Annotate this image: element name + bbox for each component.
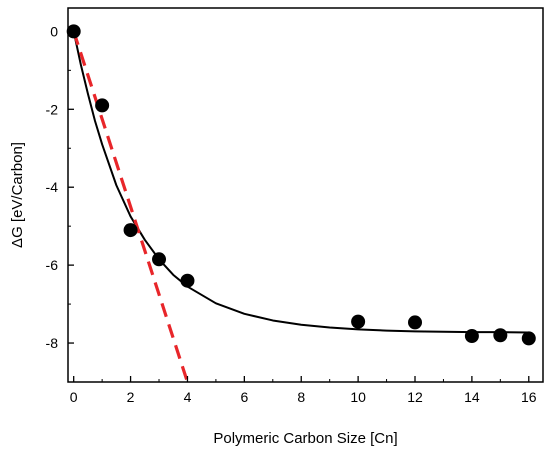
plot-frame xyxy=(67,7,544,383)
x-tick-label: 6 xyxy=(240,389,248,405)
y-tick-label: -4 xyxy=(46,179,59,195)
data-point xyxy=(95,98,110,113)
data-point xyxy=(152,252,167,267)
y-axis-title: ΔG [eV/Carbon] xyxy=(9,142,26,248)
y-tick-label: -6 xyxy=(46,257,59,273)
x-tick-label: 8 xyxy=(297,389,305,405)
x-tick-label: 10 xyxy=(350,389,366,405)
x-tick-label: 2 xyxy=(127,389,135,405)
y-tick-label: 0 xyxy=(50,23,58,39)
x-tick-label: 12 xyxy=(407,389,423,405)
y-tick-label: -8 xyxy=(46,335,59,351)
x-tick-label: 14 xyxy=(464,389,480,405)
data-point xyxy=(180,273,195,288)
x-axis-title: Polymeric Carbon Size [Cn] xyxy=(213,430,397,447)
data-point xyxy=(408,315,423,330)
plot-points xyxy=(66,24,536,346)
fit-curve xyxy=(72,31,529,334)
x-tick-label: 0 xyxy=(70,389,78,405)
data-point xyxy=(351,314,366,329)
x-tick-label: 4 xyxy=(184,389,192,405)
y-tick-label: -2 xyxy=(46,101,59,117)
x-axis-ticks: 0 2 4 6 8 10 12 14 16 xyxy=(70,376,537,405)
tangent-line xyxy=(72,30,189,382)
data-point xyxy=(123,223,138,238)
data-point xyxy=(464,329,479,344)
data-point xyxy=(493,328,508,343)
y-axis-ticks: 0 -2 -4 -6 -8 xyxy=(46,23,74,383)
data-point xyxy=(521,331,536,346)
plot-lines xyxy=(72,30,529,382)
x-tick-label: 16 xyxy=(521,389,537,405)
